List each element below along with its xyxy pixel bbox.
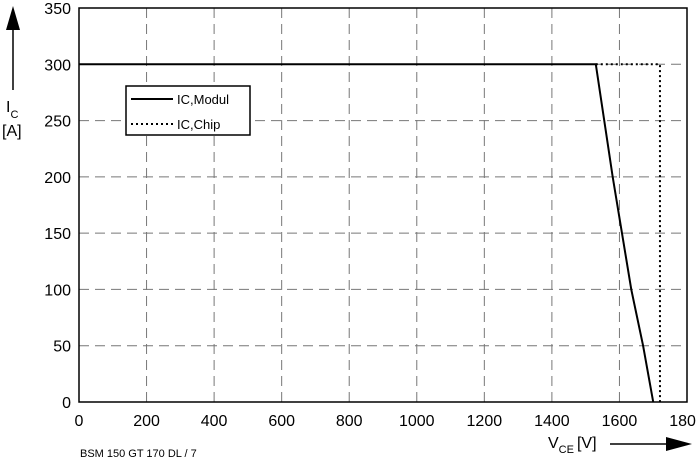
y-tick-label: 0 <box>62 395 71 412</box>
plot-frame <box>78 7 688 403</box>
y-tick-label: 50 <box>53 339 71 356</box>
x-tick-label: 1200 <box>467 413 503 430</box>
x-tick-label: 400 <box>201 413 228 430</box>
x-axis-arrow-head <box>666 437 692 451</box>
legend: IC,Modul IC,Chip <box>125 85 251 136</box>
legend-label-chip: IC,Chip <box>177 117 220 132</box>
grid-lines <box>79 8 687 402</box>
x-tick-label: 600 <box>268 413 295 430</box>
x-tick-label: 0 <box>75 413 84 430</box>
x-tick-labels: 0 200 400 600 800 1000 1200 1400 1600 1800 <box>75 413 696 430</box>
x-axis-unit: [V] <box>577 435 597 452</box>
legend-box <box>125 85 251 136</box>
x-axis-label-main: V <box>548 435 559 452</box>
legend-label-modul: IC,Modul <box>177 92 229 107</box>
x-tick-label: 200 <box>133 413 160 430</box>
y-tick-label: 250 <box>44 114 71 131</box>
y-tick-label: 150 <box>44 226 71 243</box>
footer-part-number: BSM 150 GT 170 DL / 7 <box>80 448 197 460</box>
x-tick-label: 1800 <box>669 413 696 430</box>
series-line-ic-modul <box>79 63 655 403</box>
y-axis-label-sub: C <box>10 109 18 121</box>
y-axis-label-main: I <box>6 99 10 116</box>
x-tick-label: 1000 <box>399 413 435 430</box>
y-tick-labels: 0 50 100 150 200 250 300 350 <box>44 1 71 412</box>
svg-text:VCE[V]: VCE [V] <box>548 435 597 456</box>
y-tick-label: 100 <box>44 282 71 299</box>
y-axis-unit: [A] <box>2 123 22 140</box>
x-tick-label: 800 <box>336 413 363 430</box>
x-axis-label: VCE [V] <box>548 435 692 456</box>
x-axis-label-sub: CE <box>559 444 574 456</box>
x-tick-label: 1600 <box>602 413 638 430</box>
x-tick-label: 1400 <box>534 413 570 430</box>
y-tick-label: 350 <box>44 1 71 18</box>
y-axis-arrow-head <box>6 6 20 30</box>
svg-text:IC: IC <box>6 99 18 121</box>
series-lines <box>79 63 661 403</box>
y-tick-label: 200 <box>44 170 71 187</box>
series-line-ic-chip <box>595 63 661 402</box>
y-tick-label: 300 <box>44 57 71 74</box>
y-axis-label: IC [A] <box>2 6 22 140</box>
